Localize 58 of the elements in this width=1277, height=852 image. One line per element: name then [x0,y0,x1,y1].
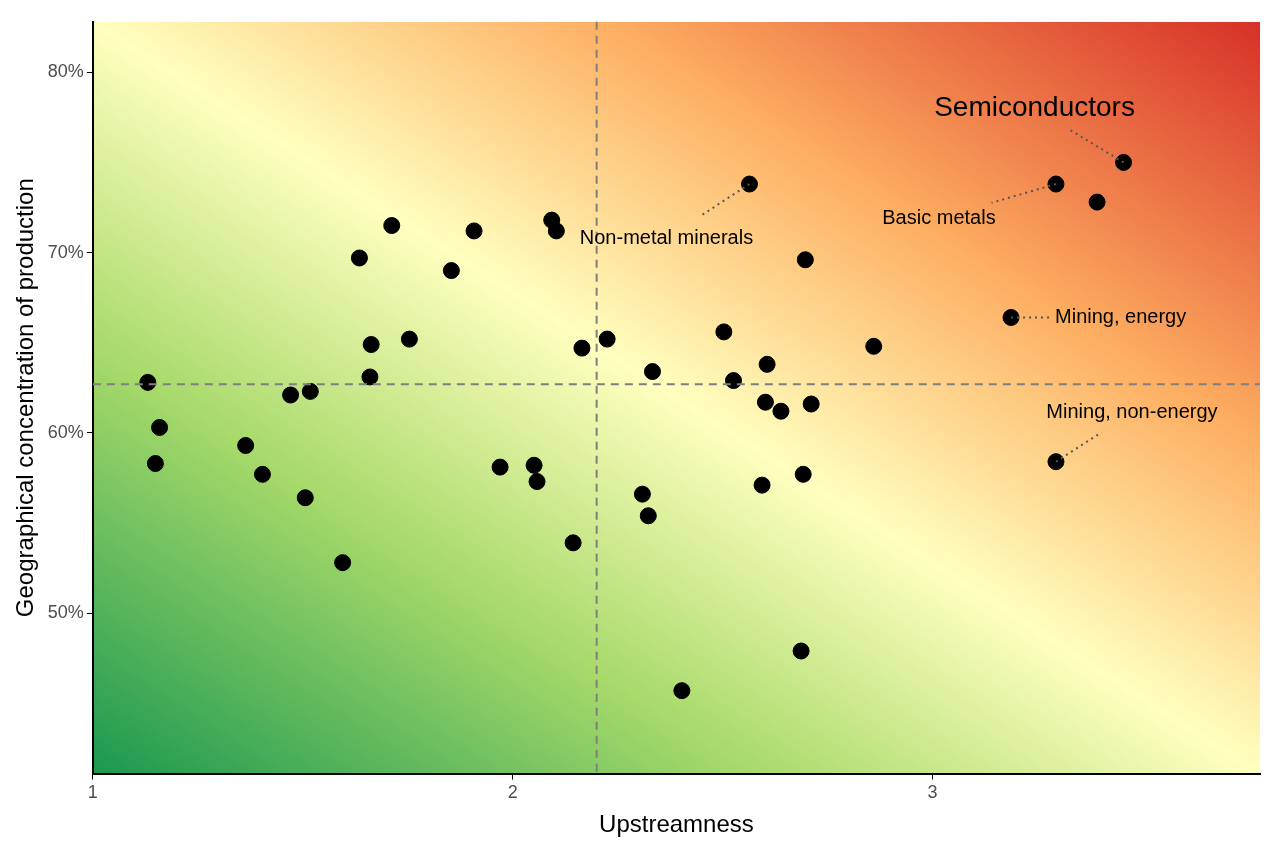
point [715,323,733,341]
point [1002,308,1020,326]
annotation: Mining, energy [1055,304,1187,327]
y-tick-label: 50% [47,602,84,623]
point [758,355,776,373]
point [301,382,319,400]
point [334,554,352,572]
point [465,222,483,240]
y-axis-title: Geographical concentration of production [11,178,39,618]
point [237,436,255,454]
point [673,682,691,700]
x-axis-title: Upstreamness [599,810,754,838]
point [598,330,616,348]
annotation: Semiconductors [934,91,1135,123]
annotation: Non-metal minerals [579,225,754,248]
point [442,262,460,280]
annotation: Mining, non-energy [1046,400,1218,423]
point [865,337,883,355]
point [400,330,418,348]
point [151,418,169,436]
x-tick-label: 2 [507,782,518,803]
point [794,465,812,483]
point [253,465,271,483]
point [564,534,582,552]
point [740,175,758,193]
point [796,251,814,269]
y-tick-label: 70% [47,241,84,262]
point [1088,193,1106,211]
point [296,489,314,507]
point [525,456,543,474]
point [802,395,820,413]
point [491,458,509,476]
y-tick-label: 60% [47,421,84,442]
x-tick-label: 1 [87,782,98,803]
point [361,368,379,386]
point [528,473,546,491]
x-tick-label: 3 [927,782,938,803]
point [1115,153,1133,171]
point [146,455,164,473]
point [643,363,661,381]
point [573,339,591,357]
point [639,507,657,525]
y-tick-label: 80% [47,61,84,82]
point [282,386,300,404]
point [792,642,810,660]
point [633,485,651,503]
point [362,336,380,354]
point [725,372,743,390]
annotation: Basic metals [882,205,996,228]
point [139,373,157,391]
point [753,476,771,494]
point [547,222,565,240]
point [756,393,774,411]
point [1047,453,1065,471]
point [1047,175,1065,193]
point [772,402,790,420]
point [383,217,401,235]
point [350,249,368,267]
